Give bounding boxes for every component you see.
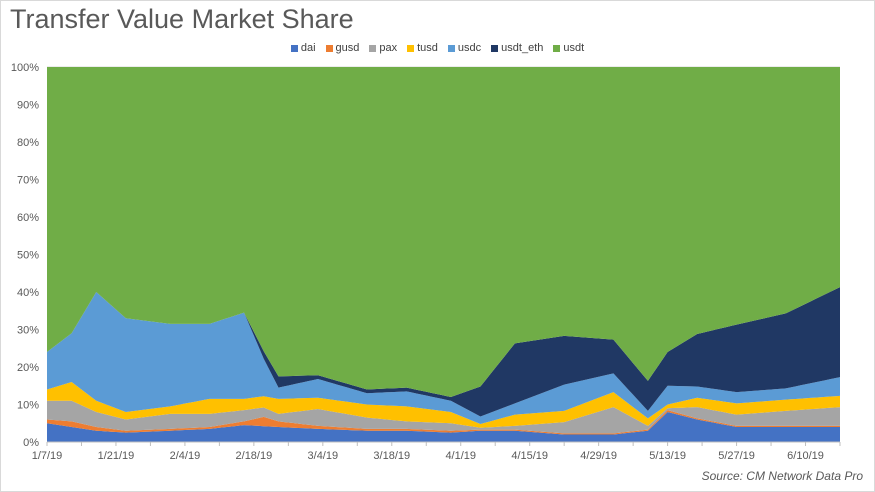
x-axis: 1/7/19 1/21/19 2/4/19 2/18/19 3/4/19 3/18/19 4… bbox=[32, 441, 841, 462]
area-pax bbox=[47, 400, 840, 434]
legend-item-usdt: usdt bbox=[553, 40, 584, 56]
y-tick-label: 70% bbox=[17, 175, 39, 187]
x-tick-label: 3/18/19 bbox=[373, 450, 410, 462]
x-tick-label: 4/1/19 bbox=[445, 450, 476, 462]
x-tick-label: 3/4/19 bbox=[308, 450, 339, 462]
legend-item-gusd: gusd bbox=[325, 40, 360, 56]
legend-label: tusd bbox=[417, 42, 438, 54]
x-tick-label: 1/7/19 bbox=[32, 450, 63, 462]
legend-item-usdc: usdc bbox=[447, 40, 482, 56]
x-tick-label: 4/29/19 bbox=[580, 450, 617, 462]
area-series-group bbox=[47, 67, 840, 442]
y-tick-label: 60% bbox=[17, 212, 39, 224]
legend-swatch bbox=[407, 44, 415, 52]
y-tick-label: 30% bbox=[17, 325, 39, 337]
y-tick-label: 90% bbox=[17, 100, 39, 112]
y-tick-label: 20% bbox=[17, 362, 39, 374]
legend-swatch bbox=[290, 44, 298, 52]
area-dai bbox=[47, 412, 840, 442]
y-tick-label: 0% bbox=[23, 437, 39, 449]
x-tick-label: 5/13/19 bbox=[649, 450, 686, 462]
y-tick-label: 50% bbox=[17, 250, 39, 262]
legend-swatch bbox=[369, 44, 377, 52]
y-tick-label: 80% bbox=[17, 137, 39, 149]
area-gusd bbox=[47, 410, 840, 435]
legend-swatch bbox=[325, 44, 333, 52]
x-tick-label: 2/4/19 bbox=[170, 450, 201, 462]
x-tick-label: 2/18/19 bbox=[236, 450, 273, 462]
legend-item-pax: pax bbox=[369, 40, 397, 56]
x-tick-label: 6/10/19 bbox=[787, 450, 824, 462]
legend-item-dai: dai bbox=[290, 40, 316, 56]
legend-label: usdc bbox=[457, 42, 482, 54]
legend-label: usdt_eth bbox=[501, 42, 544, 54]
x-tick-label: 1/21/19 bbox=[98, 450, 135, 462]
legend-label: usdt bbox=[563, 42, 585, 54]
legend-item-tusd: tusd bbox=[407, 40, 438, 56]
legend-label: dai bbox=[300, 42, 316, 54]
x-tick-label: 5/27/19 bbox=[718, 450, 755, 462]
legend-swatch bbox=[491, 44, 499, 52]
legend: dai gusd pax tusd usdc usdt_eth usdt bbox=[0, 40, 875, 56]
legend-label: pax bbox=[379, 42, 398, 54]
y-tick-label: 40% bbox=[17, 287, 39, 299]
legend-label: gusd bbox=[335, 42, 360, 54]
chart-title: Transfer Value Market Share bbox=[10, 4, 354, 34]
area-usdt bbox=[47, 67, 840, 397]
area-usdc bbox=[47, 292, 840, 424]
legend-item-usdt-eth: usdt_eth bbox=[491, 40, 543, 56]
area-tusd bbox=[47, 382, 840, 428]
area-usdt-eth bbox=[47, 287, 840, 417]
y-tick-label: 100% bbox=[11, 62, 39, 74]
y-axis: 0% 10% 20% 30% 40% 50% 60% 70% 80% 90% 100% bbox=[11, 62, 39, 449]
x-tick-label: 4/15/19 bbox=[511, 450, 548, 462]
source-note: Source: CM Network Data Pro bbox=[701, 469, 863, 483]
legend-swatch bbox=[447, 44, 455, 52]
legend-swatch bbox=[553, 44, 561, 52]
y-tick-label: 10% bbox=[17, 400, 39, 412]
